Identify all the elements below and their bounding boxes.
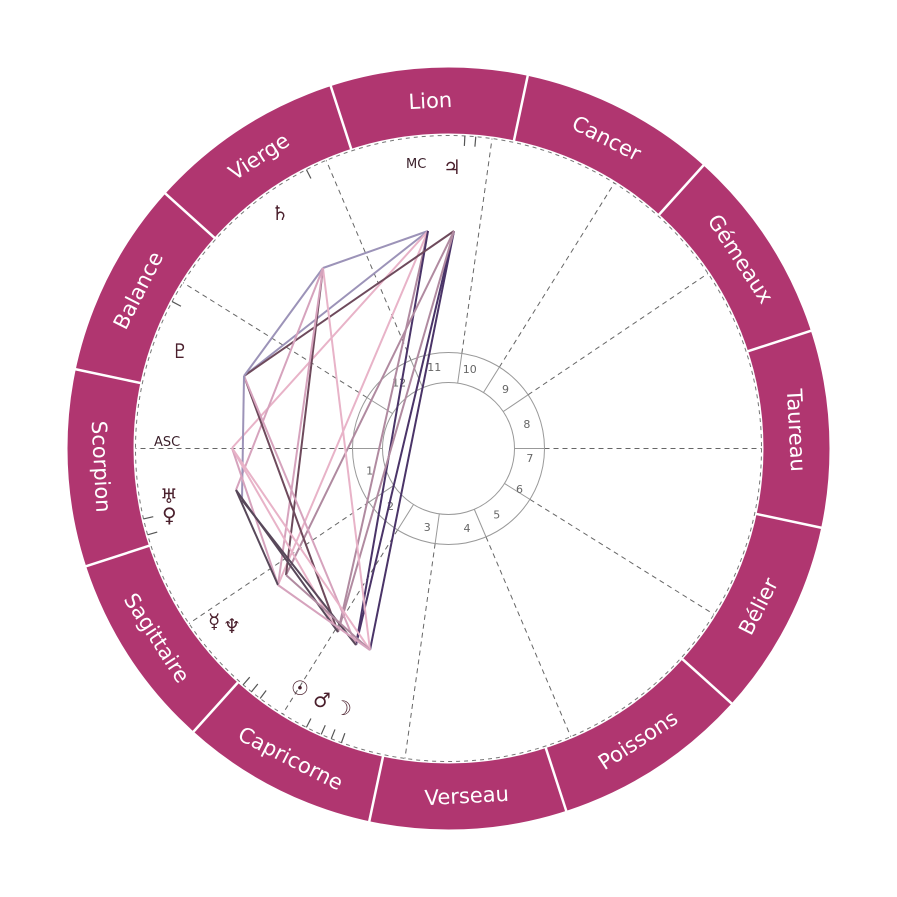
planet-tick [242,676,251,686]
house-ring-divider [410,359,424,388]
mercury-icon: ☿ [208,609,220,633]
planet-tick [330,729,336,739]
planet-tick [474,136,477,147]
aspect-line [243,375,357,646]
sign-label: Scorpion [87,420,116,513]
house-ring-divider [397,504,414,531]
aspect-line [243,267,324,377]
aspect-line [285,230,455,576]
aspect-line [243,375,339,633]
sign-divider [754,512,824,530]
aspect-lines [231,230,455,651]
neptune-icon: ♆ [223,614,241,638]
planet-tick [463,135,466,146]
house-cusp-line [529,498,715,615]
house-number: 11 [427,361,441,374]
planet-tick [251,683,259,693]
aspect-line [355,230,429,646]
house-ring-divider [483,366,500,393]
sign-divider [191,680,240,734]
aspect-line [369,230,455,651]
mc-label: MC [406,157,426,172]
house-number: 3 [424,521,431,534]
aspect-line [337,230,455,633]
house-number: 1 [366,465,373,478]
mars-icon: ♂ [313,688,331,712]
aspect-line [231,447,371,651]
sign-divider [367,754,385,824]
aspect-line [277,230,429,586]
planet-ticks [143,135,477,743]
sign-divider [328,83,353,152]
house-cusp-line [498,182,615,368]
sign-label: Taureau [782,387,810,472]
sun-icon: ☉ [291,676,309,700]
house-number: 8 [523,418,530,431]
house-cusp-line [485,536,572,737]
house-number: 7 [526,452,533,465]
sign-divider [512,73,530,143]
uranus-icon: ♅ [160,484,178,508]
house-cusp-line [325,160,412,361]
sign-divider [680,657,734,706]
sign-divider [83,544,152,569]
planet-tick [305,169,312,179]
sign-divider [73,367,143,385]
pluto-icon: ♇ [171,339,189,363]
house-ring-divider [473,509,487,538]
planet-tick [143,516,154,520]
house-cusp-line [461,138,493,354]
aspect-line [355,230,455,646]
house-number: 6 [516,483,523,496]
house-number: 9 [502,383,509,396]
aspect-line [322,267,371,651]
house-cusp-line [527,273,709,396]
house-number: 5 [493,508,500,521]
house-cusp-line [188,501,370,624]
sign-label: Lion [408,88,453,114]
asc-label: ASC [154,435,180,450]
sign-divider [745,328,814,353]
saturn-icon: ♄ [271,201,289,225]
house-ring-divider [434,513,440,544]
aspect-line [243,230,429,377]
sign-label: Verseau [424,782,509,810]
house-number: 10 [463,363,477,376]
aspect-line [322,230,429,269]
house-ring-divider [502,394,529,413]
aspect-line [231,447,339,633]
venus-icon: ♀ [162,503,177,527]
sign-divider [163,191,217,240]
aspect-line [235,267,324,491]
house-cusp-lines [135,138,762,759]
house-ring-divider [504,483,531,500]
planet-tick [171,301,182,307]
planet-tick [305,718,312,728]
sign-divider [544,745,569,814]
jupiter-icon: ♃ [443,155,461,179]
house-number: 4 [463,522,470,535]
aspect-line [285,574,371,651]
aspect-line [235,489,339,633]
planet-tick [340,733,346,743]
sign-dividers [73,73,824,824]
moon-icon: ☽ [334,696,352,720]
house-number: 2 [387,500,394,513]
sign-divider [657,163,706,217]
planet-tick [320,725,326,735]
planet-tick [147,531,158,536]
aspect-line [277,267,324,586]
aspect-line [235,489,279,586]
planet-tick [259,690,267,699]
aspect-line [277,584,371,651]
aspect-line [243,230,455,377]
zodiac-ring: LionCancerGémeauxTaureauBélierPoissonsVe… [67,67,830,830]
house-cusp-line [404,543,436,759]
aspect-line [285,267,324,576]
zodiac-ring-band [67,67,830,830]
aspect-line [337,230,429,633]
aspect-line [231,230,429,449]
house-ring-divider [457,353,463,384]
